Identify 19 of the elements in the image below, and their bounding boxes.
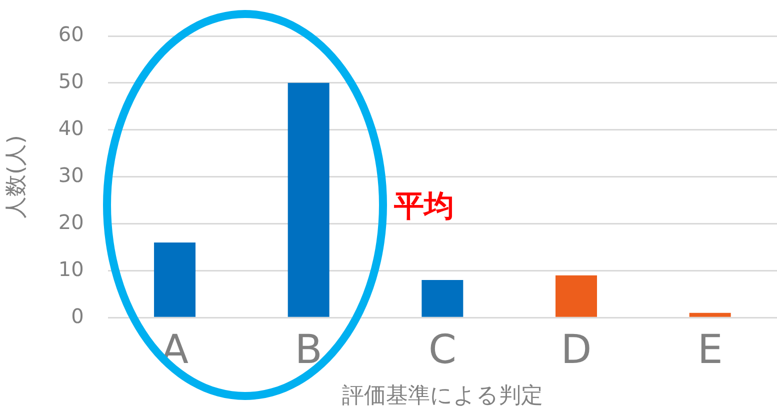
bar xyxy=(689,312,731,317)
annotation: 平均 xyxy=(393,188,454,224)
bar xyxy=(288,82,330,317)
y-tick-label: 0 xyxy=(71,304,84,328)
bar xyxy=(154,242,196,317)
x-tick-label: E xyxy=(697,326,723,373)
y-axis-title: 人数(人) xyxy=(4,135,29,218)
y-tick-label: 60 xyxy=(58,22,84,46)
x-axis-title: 評価基準による判定 xyxy=(342,384,543,409)
x-tick-label: D xyxy=(560,326,592,373)
y-tick-label: 50 xyxy=(58,69,84,94)
y-tick-label: 10 xyxy=(58,256,84,281)
bar xyxy=(556,275,597,317)
bar xyxy=(422,280,464,317)
y-tick-label: 30 xyxy=(58,163,84,188)
x-tick-label: C xyxy=(428,326,456,373)
x-tick-label: B xyxy=(294,326,322,373)
y-tick-label: 40 xyxy=(58,116,84,140)
y-tick-label: 20 xyxy=(58,210,84,234)
